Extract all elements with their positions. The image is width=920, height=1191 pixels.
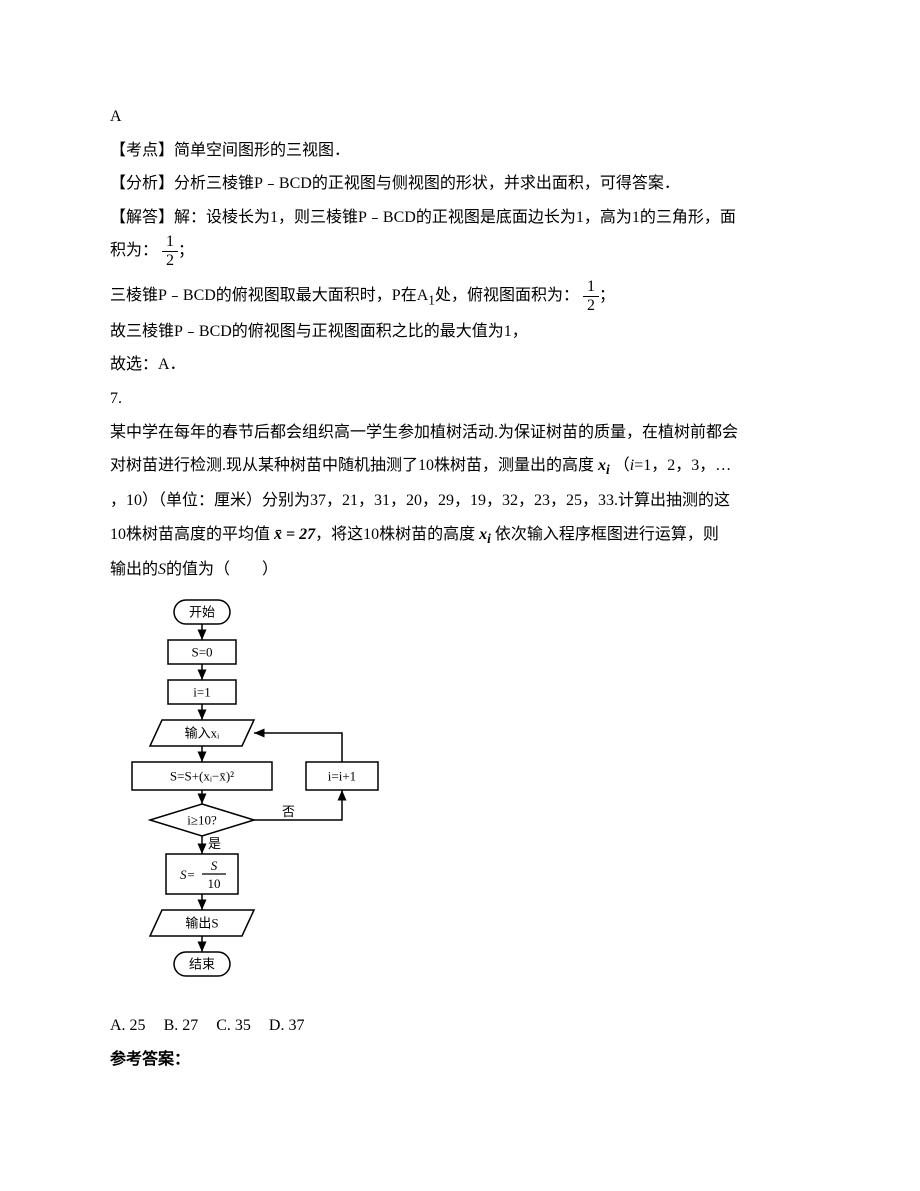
fraction-1-num: 1 [162,234,178,252]
jieda-line-3: 三棱锥P﹣BCD的俯视图取最大面积时，P在A1处，俯视图面积为： 1 2 ； [110,279,810,314]
q7-para-5: 输出的S的值为（ ） [110,553,810,587]
option-c: C. 35 [216,1017,251,1034]
jieda-text-1: 解：设棱长为1，则三棱锥P﹣BCD的正视图是底面边长为1，高为1的三角形，面 [174,209,736,226]
fenxi-line: 【分析】分析三棱锥P﹣BCD的正视图与侧视图的形状，并求出面积，可得答案． [110,167,810,201]
svg-text:输出S: 输出S [185,915,218,930]
svg-text:输入xᵢ: 输入xᵢ [185,725,221,740]
xbar-eq: = 27 [282,526,315,543]
jieda-line-2-prefix: 积为： [110,243,158,260]
jieda-line-3a: 三棱锥P﹣BCD的俯视图取最大面积时，P在A [110,288,428,305]
svg-text:10: 10 [208,876,221,891]
q7-p4-b: ，将这10株树苗的高度 [315,526,475,543]
fenxi-text: 分析三棱锥P﹣BCD的正视图与侧视图的形状，并求出面积，可得答案． [174,175,680,192]
svg-text:S=S+(xᵢ−x̄)²: S=S+(xᵢ−x̄)² [170,768,234,783]
jieda-line-3b: 处，俯视图面积为： [435,288,579,305]
option-b: B. 27 [164,1017,199,1034]
xi-symbol-1: xi [598,457,610,474]
jieda-line-1: 【解答】解：设棱长为1，则三棱锥P﹣BCD的正视图是底面边长为1，高为1的三角形… [110,201,810,235]
jieda-line-3-sub: 1 [428,293,435,308]
spacer [110,269,810,279]
q7-p4-c: 依次输入程序框图进行运算，则 [495,526,719,543]
option-d: D. 37 [269,1017,305,1034]
kaodian-text: 简单空间图形的三视图． [174,142,350,159]
reference-answer-label: 参考答案： [110,1043,810,1077]
svg-text:i≥10?: i≥10? [187,812,217,827]
svg-text:否: 否 [282,804,295,819]
svg-text:i=i+1: i=i+1 [328,768,356,783]
xi-symbol-2: xi [479,526,491,543]
q7-para-2: 对树苗进行检测.现从某种树苗中随机抽测了10株树苗，测量出的高度 xi （i=1… [110,449,810,484]
q7-p5-b: 的值为（ ） [166,561,278,578]
jieda-line-4: 故三棱锥P﹣BCD的俯视图与正视图面积之比的最大值为1， [110,315,810,349]
svg-text:结束: 结束 [189,956,215,971]
kaodian-line: 【考点】简单空间图形的三视图． [110,134,810,168]
fraction-1-den: 2 [162,252,178,269]
fraction-2-den: 2 [583,297,599,314]
fraction-1: 1 2 [162,234,178,269]
q7-para-1: 某中学在每年的春节后都会组织高一学生参加植树活动.为保证树苗的质量，在植树前都会 [110,416,810,450]
q7-p2-a: 对树苗进行检测.现从某种树苗中随机抽测了10株树苗，测量出的高度 [110,457,594,474]
svg-text:S=0: S=0 [191,644,212,659]
fraction-2-num: 1 [583,279,599,297]
fraction-2: 1 2 [583,279,599,314]
svg-text:S: S [211,858,218,873]
page: A 【考点】简单空间图形的三视图． 【分析】分析三棱锥P﹣BCD的正视图与侧视图… [0,0,920,1191]
svg-text:S=: S= [180,867,195,882]
jieda-line-2: 积为： 1 2 ； [110,234,810,269]
answer-letter: A [110,100,810,134]
q7-p2-c: =1，2，3，… [634,457,731,474]
flowchart-diagram: 是 否 开始 S=0 i=1 输入xᵢ S=S+(xᵢ−x̄)² i=i+1 i≥10? S= S 1… [110,587,400,997]
svg-text:开始: 开始 [189,604,215,619]
svg-text:i=1: i=1 [193,684,210,699]
jieda-line-2-suffix: ； [178,243,194,260]
q7-para-3: ，10）（单位：厘米）分别为37，21，31，20，29，19，32，23，25… [110,484,810,518]
q7-para-4: 10株树苗高度的平均值 x̄ = 27，将这10株树苗的高度 xi 依次输入程序… [110,518,810,553]
q7-p5-a: 输出的 [110,561,158,578]
option-a: A. 25 [110,1017,146,1034]
jieda-label: 【解答】 [110,209,174,226]
jieda-line-5: 故选：A． [110,348,810,382]
q7-options: A. 25 B. 27 C. 35 D. 37 [110,1009,810,1043]
q7-p2-b: （ [614,457,630,474]
fenxi-label: 【分析】 [110,175,174,192]
q7-p5-s: S [158,561,166,578]
kaodian-label: 【考点】 [110,142,174,159]
q7-number: 7. [110,382,810,416]
jieda-line-3-suffix: ； [599,288,615,305]
q7-p4-a: 10株树苗高度的平均值 [110,526,270,543]
svg-text:是: 是 [208,836,221,851]
xbar-symbol: x̄ [274,526,282,543]
